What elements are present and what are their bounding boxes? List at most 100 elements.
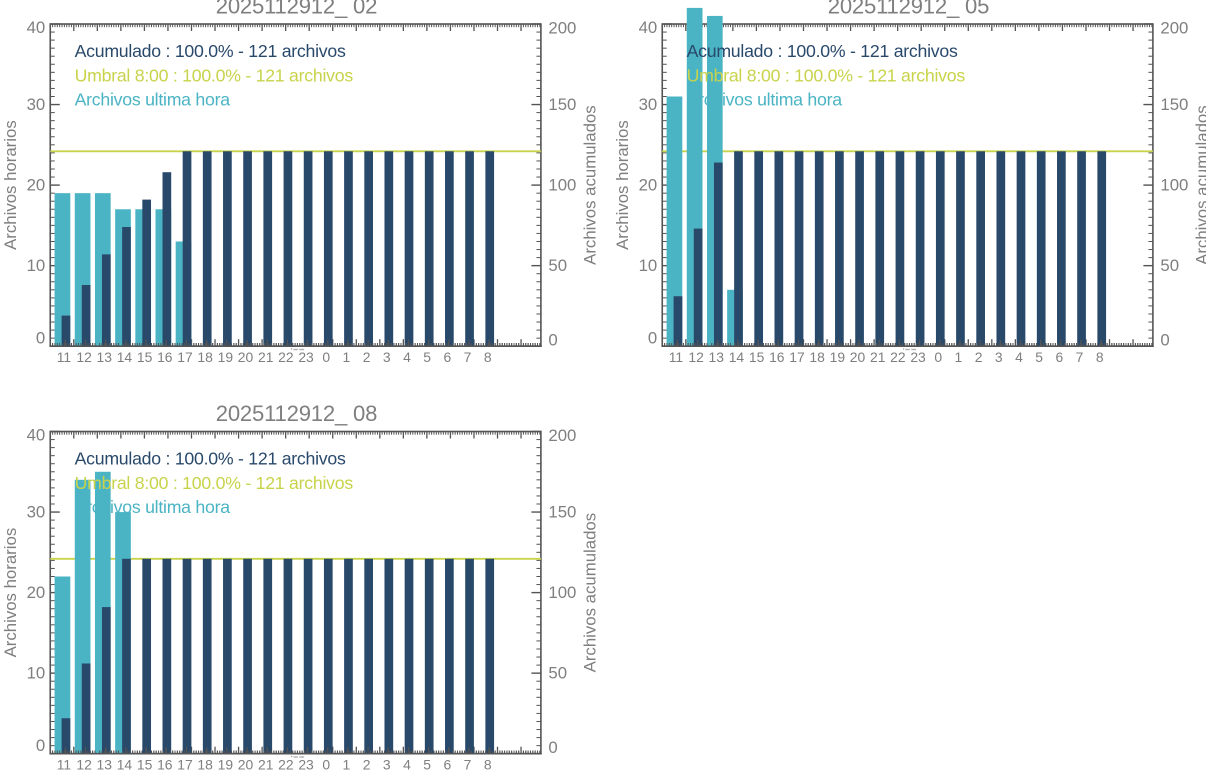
svg-text:12: 12 bbox=[76, 349, 92, 365]
svg-text:11: 11 bbox=[669, 349, 684, 365]
svg-text:3: 3 bbox=[995, 349, 1003, 365]
svg-text:200: 200 bbox=[1160, 19, 1188, 38]
svg-text:Archivos horarios: Archivos horarios bbox=[613, 120, 632, 250]
svg-text:Archivos ultima hora: Archivos ultima hora bbox=[75, 90, 231, 110]
svg-text:100: 100 bbox=[548, 175, 576, 194]
svg-text:50: 50 bbox=[1160, 256, 1179, 275]
svg-text:20: 20 bbox=[238, 349, 254, 365]
svg-text:0: 0 bbox=[548, 330, 557, 349]
svg-text:Archivos acumulados: Archivos acumulados bbox=[580, 513, 599, 673]
svg-text:21: 21 bbox=[258, 757, 274, 771]
svg-text:8: 8 bbox=[484, 757, 492, 771]
svg-text:15: 15 bbox=[749, 349, 765, 365]
svg-text:30: 30 bbox=[27, 95, 46, 114]
svg-text:2025112912_ 02: 2025112912_ 02 bbox=[216, 0, 377, 19]
svg-text:30: 30 bbox=[639, 95, 658, 114]
svg-text:20: 20 bbox=[27, 583, 46, 602]
svg-text:20: 20 bbox=[238, 757, 254, 771]
svg-text:1: 1 bbox=[343, 349, 351, 365]
svg-text:10: 10 bbox=[27, 663, 46, 682]
svg-text:30: 30 bbox=[27, 502, 46, 521]
svg-text:100: 100 bbox=[548, 583, 576, 602]
svg-text:13: 13 bbox=[97, 349, 113, 365]
svg-text:18: 18 bbox=[809, 349, 825, 365]
svg-text:150: 150 bbox=[548, 95, 576, 114]
svg-text:21: 21 bbox=[870, 349, 886, 365]
svg-text:11: 11 bbox=[57, 349, 72, 365]
svg-text:0: 0 bbox=[322, 349, 330, 365]
svg-text:0: 0 bbox=[1160, 330, 1169, 349]
svg-text:17: 17 bbox=[177, 757, 193, 771]
svg-text:2025112912_ 08: 2025112912_ 08 bbox=[216, 401, 377, 426]
svg-text:17: 17 bbox=[177, 349, 193, 365]
svg-text:23: 23 bbox=[298, 757, 314, 771]
svg-text:16: 16 bbox=[769, 349, 785, 365]
svg-text:Umbral 8:00 : 100.0% - 121 arc: Umbral 8:00 : 100.0% - 121 archivos bbox=[75, 473, 354, 493]
svg-text:Acumulado : 100.0% - 121 archi: Acumulado : 100.0% - 121 archivos bbox=[75, 41, 346, 61]
svg-text:Archivos horarios: Archivos horarios bbox=[1, 120, 20, 250]
svg-text:20: 20 bbox=[639, 175, 658, 194]
svg-text:15: 15 bbox=[137, 349, 153, 365]
svg-text:40: 40 bbox=[639, 18, 658, 37]
svg-text:3: 3 bbox=[383, 757, 391, 771]
svg-text:Archivos ultima hora: Archivos ultima hora bbox=[687, 90, 843, 110]
svg-text:4: 4 bbox=[1015, 349, 1023, 365]
svg-text:Archivos acumulados: Archivos acumulados bbox=[1192, 105, 1206, 265]
svg-text:22: 22 bbox=[278, 757, 294, 771]
svg-text:7: 7 bbox=[1076, 349, 1084, 365]
svg-text:10: 10 bbox=[27, 256, 46, 275]
svg-text:12: 12 bbox=[76, 757, 92, 771]
svg-text:5: 5 bbox=[423, 349, 431, 365]
svg-text:Umbral 8:00 : 100.0% - 121 arc: Umbral 8:00 : 100.0% - 121 archivos bbox=[75, 65, 354, 85]
svg-text:13: 13 bbox=[97, 757, 113, 771]
svg-text:20: 20 bbox=[850, 349, 866, 365]
svg-text:19: 19 bbox=[218, 349, 234, 365]
svg-text:16: 16 bbox=[157, 757, 173, 771]
svg-text:Archivos horarios: Archivos horarios bbox=[1, 528, 20, 658]
svg-text:18: 18 bbox=[197, 349, 213, 365]
svg-text:17: 17 bbox=[789, 349, 805, 365]
svg-text:15: 15 bbox=[137, 757, 153, 771]
svg-text:22: 22 bbox=[890, 349, 906, 365]
svg-text:13: 13 bbox=[709, 349, 725, 365]
svg-text:19: 19 bbox=[830, 349, 846, 365]
svg-text:200: 200 bbox=[548, 19, 576, 38]
svg-text:0: 0 bbox=[322, 757, 330, 771]
svg-text:23: 23 bbox=[910, 349, 926, 365]
svg-text:14: 14 bbox=[117, 757, 133, 771]
svg-text:7: 7 bbox=[464, 349, 472, 365]
svg-text:11: 11 bbox=[57, 757, 72, 771]
svg-text:Umbral 8:00 : 100.0% - 121 arc: Umbral 8:00 : 100.0% - 121 archivos bbox=[687, 65, 966, 85]
svg-text:2: 2 bbox=[363, 349, 371, 365]
svg-text:20: 20 bbox=[27, 175, 46, 194]
svg-text:1: 1 bbox=[343, 757, 351, 771]
svg-text:0: 0 bbox=[36, 328, 45, 347]
svg-text:6: 6 bbox=[443, 757, 451, 771]
svg-text:40: 40 bbox=[27, 426, 46, 445]
svg-text:0: 0 bbox=[36, 736, 45, 755]
svg-text:18: 18 bbox=[197, 757, 213, 771]
svg-text:100: 100 bbox=[1160, 175, 1188, 194]
svg-text:150: 150 bbox=[548, 502, 576, 521]
svg-text:5: 5 bbox=[423, 757, 431, 771]
svg-text:7: 7 bbox=[464, 757, 472, 771]
svg-text:6: 6 bbox=[443, 349, 451, 365]
svg-text:6: 6 bbox=[1055, 349, 1063, 365]
svg-text:22: 22 bbox=[278, 349, 294, 365]
svg-text:2: 2 bbox=[975, 349, 983, 365]
svg-text:12: 12 bbox=[688, 349, 704, 365]
svg-text:150: 150 bbox=[1160, 95, 1188, 114]
svg-text:14: 14 bbox=[117, 349, 133, 365]
svg-text:19: 19 bbox=[218, 757, 234, 771]
svg-text:10: 10 bbox=[639, 256, 658, 275]
svg-text:40: 40 bbox=[27, 18, 46, 37]
svg-text:2: 2 bbox=[363, 757, 371, 771]
svg-text:0: 0 bbox=[648, 328, 657, 347]
svg-text:50: 50 bbox=[548, 663, 567, 682]
svg-text:50: 50 bbox=[548, 256, 567, 275]
svg-text:1: 1 bbox=[955, 349, 963, 365]
svg-text:0: 0 bbox=[934, 349, 942, 365]
svg-text:2025112912_ 05: 2025112912_ 05 bbox=[828, 0, 989, 19]
svg-text:14: 14 bbox=[729, 349, 745, 365]
svg-text:16: 16 bbox=[157, 349, 173, 365]
